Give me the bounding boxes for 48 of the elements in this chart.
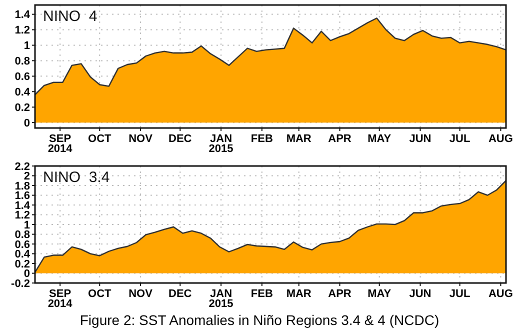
y-tick-label: 2 <box>24 170 30 183</box>
y-tick-label: 0.6 <box>14 71 30 84</box>
y-tick-label: 1.4 <box>14 200 31 212</box>
y-tick-label: 1.4 <box>14 9 31 22</box>
chart-title: NINO 4 <box>43 8 98 25</box>
x-tick-label: JUN <box>409 288 432 300</box>
x-tick-label: JAN 2015 <box>208 288 234 310</box>
y-tick-label: 0.8 <box>14 56 30 68</box>
caption: Figure 2: SST Anomalies in Niño Regions 3.4 & 4 (NCDC) <box>80 312 440 328</box>
x-tick-label: JUN <box>409 133 432 145</box>
x-tick-label: OCT <box>88 288 112 300</box>
chart-title: NINO 3.4 <box>43 169 110 186</box>
x-tick-label: FEB <box>250 288 273 300</box>
x-tick-label: DEC <box>168 133 192 145</box>
y-tick-label: 1.2 <box>14 210 30 222</box>
x-tick-label: AUG <box>488 288 513 300</box>
x-tick-label: MAR <box>286 288 312 300</box>
x-tick-label: JUL <box>449 288 470 300</box>
x-tick-label: SEP 2014 <box>48 133 74 155</box>
y-tick-label: 0 <box>24 268 30 280</box>
x-tick-label: APR <box>328 288 352 300</box>
x-tick-label: MAY <box>368 133 392 145</box>
y-tick-label: 0 <box>24 117 30 130</box>
x-tick-label: APR <box>328 133 352 145</box>
x-tick-label: DEC <box>168 288 192 300</box>
y-tick-label: 0.6 <box>14 238 30 251</box>
y-tick-label: -0.2 <box>11 278 30 290</box>
x-tick-label: FEB <box>250 133 273 145</box>
x-tick-label: SEP 2014 <box>48 288 74 310</box>
y-tick-label: 1.8 <box>14 180 30 192</box>
y-tick-label: 1 <box>24 219 30 232</box>
x-tick-label: MAY <box>368 288 392 300</box>
y-tick-label: 1 <box>24 40 30 52</box>
y-tick-label: 1.2 <box>14 24 30 37</box>
x-tick-label: MAR <box>286 133 312 145</box>
x-tick-label: NOV <box>128 133 154 145</box>
y-tick-label: 0.4 <box>14 86 31 98</box>
x-tick-label: JAN 2015 <box>208 133 234 155</box>
y-tick-label: 0.2 <box>14 102 30 114</box>
y-tick-label: 0.4 <box>14 248 31 261</box>
y-tick-label: 2.2 <box>14 160 30 173</box>
x-tick-label: NOV <box>128 288 154 300</box>
y-tick-label: 0.8 <box>14 229 30 242</box>
y-tick-label: 0.2 <box>14 258 30 270</box>
x-tick-label: AUG <box>488 133 513 145</box>
y-tick-label: 1.6 <box>14 190 30 202</box>
x-tick-label: OCT <box>88 133 112 145</box>
x-tick-label: JUL <box>449 133 470 145</box>
